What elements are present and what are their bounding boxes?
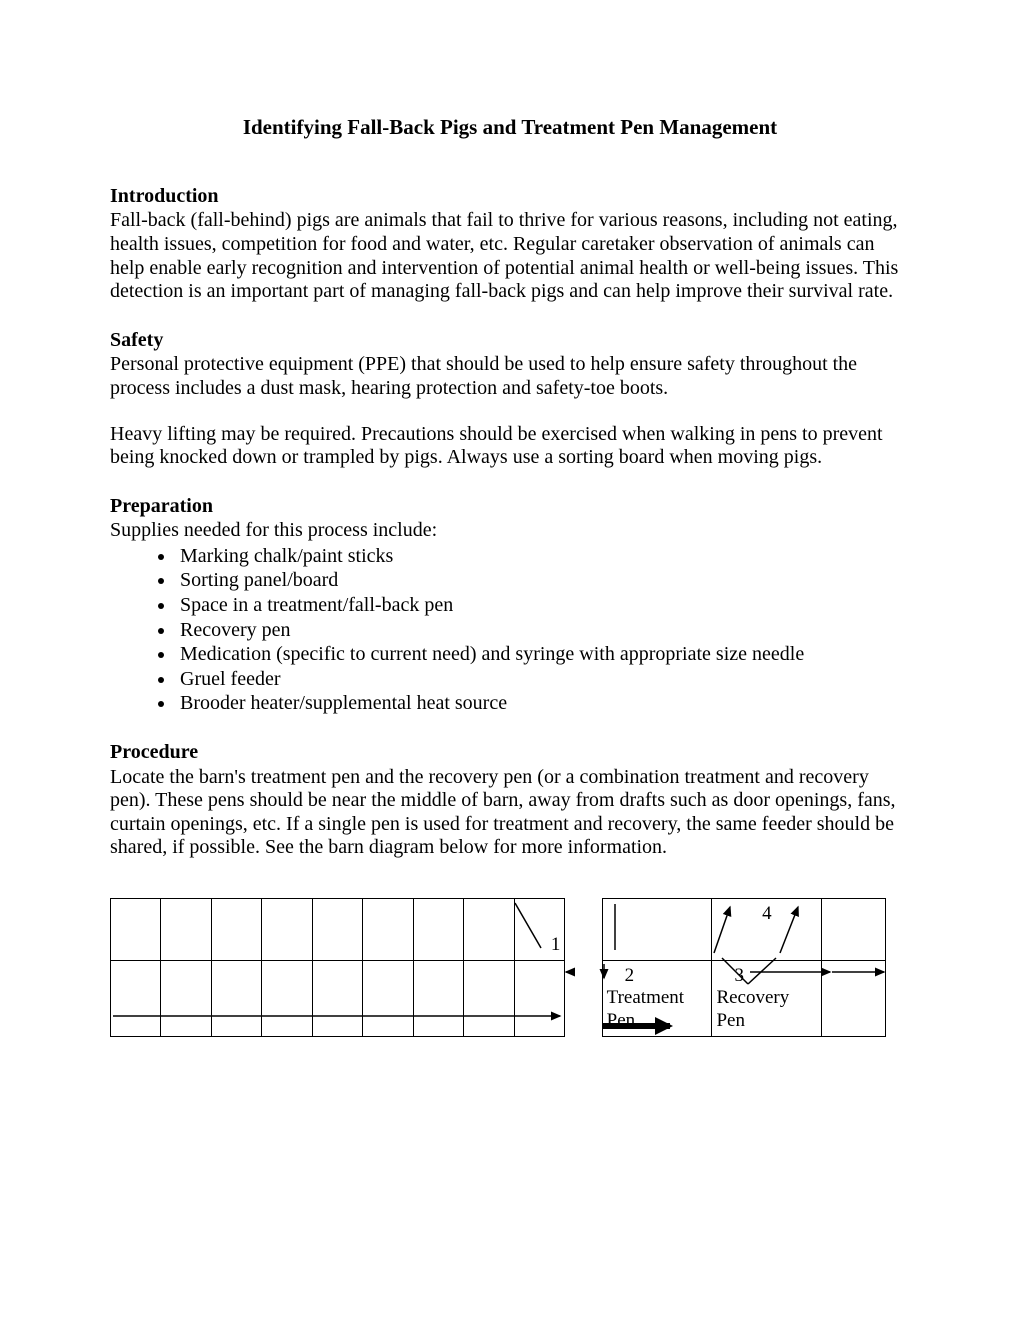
pen-cell <box>312 899 362 961</box>
intro-body: Fall-back (fall-behind) pigs are animals… <box>110 209 910 303</box>
pen-cell <box>464 961 514 1037</box>
list-item: Gruel feeder <box>176 668 910 692</box>
pen-label: Pen <box>607 1010 636 1031</box>
prep-list: Marking chalk/paint sticks Sorting panel… <box>176 545 910 716</box>
barn-table: 1 4 2 Treatment Pen <box>110 898 886 1037</box>
pen-cell <box>161 899 211 961</box>
safety-body-2: Heavy lifting may be required. Precautio… <box>110 423 910 470</box>
list-item: Marking chalk/paint sticks <box>176 545 910 569</box>
safety-heading: Safety <box>110 329 910 353</box>
gap-cell <box>565 961 602 1037</box>
pen-cell: 4 <box>712 899 822 961</box>
pen-cell: 1 <box>514 899 564 961</box>
pen-cell <box>514 961 564 1037</box>
diagram-label-4: 4 <box>762 903 772 924</box>
prep-heading: Preparation <box>110 495 910 519</box>
treatment-pen-cell: 2 Treatment Pen <box>602 961 712 1037</box>
pen-cell <box>413 899 463 961</box>
pen-cell <box>111 961 161 1037</box>
pen-cell <box>602 899 712 961</box>
diagram-label-3: 3 <box>734 965 744 986</box>
prep-intro: Supplies needed for this process include… <box>110 519 910 543</box>
list-item: Sorting panel/board <box>176 569 910 593</box>
pen-cell <box>363 961 413 1037</box>
pen-cell <box>111 899 161 961</box>
intro-heading: Introduction <box>110 185 910 209</box>
recovery-pen-cell: 3 Recovery Pen <box>712 961 822 1037</box>
diagram-label-2: 2 <box>625 965 635 986</box>
list-item: Medication (specific to current need) an… <box>176 643 910 667</box>
pen-cell <box>312 961 362 1037</box>
pen-cell <box>822 899 886 961</box>
gap-cell <box>565 899 602 961</box>
procedure-heading: Procedure <box>110 741 910 765</box>
pen-cell <box>413 961 463 1037</box>
pen-cell <box>161 961 211 1037</box>
pen-cell <box>464 899 514 961</box>
table-row: 2 Treatment Pen 3 Recovery Pen <box>111 961 886 1037</box>
pen-cell <box>363 899 413 961</box>
pen-cell <box>262 899 312 961</box>
diagram-label-1: 1 <box>551 934 561 955</box>
recovery-label: Recovery <box>716 987 789 1008</box>
pen-cell <box>211 961 261 1037</box>
procedure-body: Locate the barn's treatment pen and the … <box>110 766 910 860</box>
safety-body-1: Personal protective equipment (PPE) that… <box>110 353 910 400</box>
barn-diagram: 1 4 2 Treatment Pen <box>110 898 886 1048</box>
pen-cell <box>211 899 261 961</box>
page-title: Identifying Fall-Back Pigs and Treatment… <box>110 115 910 140</box>
list-item: Brooder heater/supplemental heat source <box>176 692 910 716</box>
table-row: 1 4 <box>111 899 886 961</box>
pen-cell <box>822 961 886 1037</box>
list-item: Recovery pen <box>176 619 910 643</box>
list-item: Space in a treatment/fall-back pen <box>176 594 910 618</box>
pen-label: Pen <box>716 1010 745 1031</box>
pen-cell <box>262 961 312 1037</box>
treatment-label: Treatment <box>607 987 684 1008</box>
